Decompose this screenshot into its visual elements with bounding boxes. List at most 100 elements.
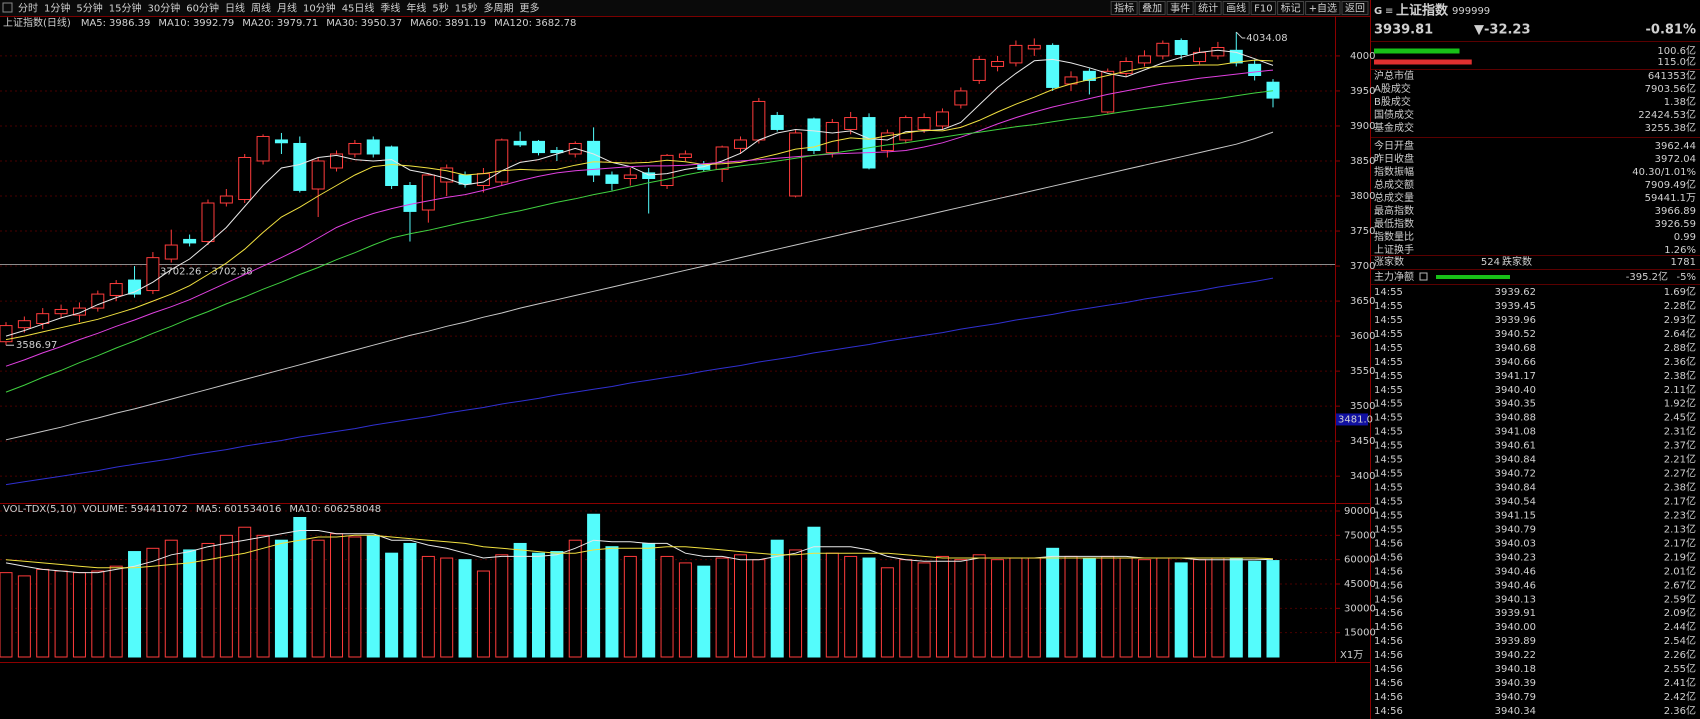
toolbar-button-box[interactable] bbox=[1194, 1, 1222, 15]
volume-bar bbox=[421, 555, 435, 658]
toolbar-button[interactable]: 标记 bbox=[1281, 3, 1301, 15]
tick-price: 3939.91 bbox=[1495, 608, 1536, 619]
tick-time: 14:56 bbox=[1374, 594, 1403, 605]
volume-ma-line bbox=[5, 534, 1274, 569]
toolbar-tab[interactable]: 10分钟 bbox=[303, 2, 336, 15]
candle-body bbox=[715, 146, 729, 170]
y-tick-label: 3450 bbox=[1350, 436, 1375, 447]
volume-bar bbox=[1137, 559, 1151, 658]
candle-body bbox=[36, 313, 50, 324]
volume-bar bbox=[844, 555, 858, 658]
tick-volume: 2.41亿 bbox=[1664, 676, 1696, 689]
volume-bar bbox=[587, 513, 601, 658]
tick-price: 3941.15 bbox=[1495, 510, 1536, 521]
menu-icon[interactable] bbox=[2, 2, 13, 13]
flow-bar-label: 115.0亿 bbox=[1657, 55, 1696, 68]
flow-icon[interactable] bbox=[1419, 272, 1428, 281]
toolbar-button[interactable]: 画线 bbox=[1226, 2, 1246, 15]
legend-value: 3950.37 bbox=[361, 18, 402, 29]
toolbar-tab[interactable]: 周线 bbox=[251, 2, 271, 15]
toolbar-tab[interactable]: 分时 bbox=[18, 3, 38, 15]
tick-time: 14:56 bbox=[1374, 664, 1403, 675]
candle-body bbox=[880, 132, 894, 151]
ma-line bbox=[5, 59, 1274, 341]
toolbar-button[interactable]: 统计 bbox=[1198, 2, 1218, 15]
tick-volume: 2.17亿 bbox=[1664, 536, 1696, 549]
toolbar-button-box[interactable] bbox=[1250, 1, 1277, 15]
toolbar-button[interactable]: F10 bbox=[1254, 4, 1272, 15]
tick-time: 14:56 bbox=[1374, 692, 1403, 703]
toolbar-button-box[interactable] bbox=[1110, 1, 1138, 15]
toolbar-button-box[interactable] bbox=[1277, 1, 1305, 15]
volume-bar bbox=[513, 542, 527, 658]
candle-body bbox=[972, 58, 986, 81]
toolbar-button-box[interactable] bbox=[1341, 1, 1369, 15]
volume-bar bbox=[1027, 557, 1041, 658]
toolbar-button[interactable]: 指标 bbox=[1114, 2, 1134, 15]
toolbar-button[interactable]: 叠加 bbox=[1142, 3, 1162, 15]
toolbar-tab[interactable]: 1分钟 bbox=[44, 2, 70, 15]
toolbar-tab[interactable]: 60分钟 bbox=[186, 2, 219, 15]
toolbar-button-box[interactable] bbox=[1138, 1, 1166, 15]
volume-bar bbox=[403, 542, 417, 658]
toolbar-tab[interactable]: 15秒 bbox=[455, 2, 478, 15]
stat-label: A股成交 bbox=[1374, 82, 1411, 95]
legend-value: 3979.71 bbox=[277, 18, 318, 29]
stat-label: B股成交 bbox=[1374, 95, 1411, 108]
tick-volume: 2.01亿 bbox=[1664, 564, 1696, 577]
toolbar-tab[interactable]: 5分钟 bbox=[76, 2, 102, 15]
candle-body bbox=[1046, 44, 1060, 88]
volume-bar bbox=[770, 539, 784, 658]
tick-price: 3940.22 bbox=[1495, 650, 1536, 661]
volume-bar bbox=[274, 539, 288, 658]
y-tick-label: 45000 bbox=[1344, 579, 1376, 590]
y-tick-label: 3700 bbox=[1350, 261, 1375, 272]
volume-bar bbox=[183, 549, 197, 658]
stat-label: 今日开盘 bbox=[1374, 139, 1414, 152]
volume-bar bbox=[1248, 560, 1262, 658]
legend-name: VOLUME: bbox=[82, 504, 127, 515]
volume-bar bbox=[733, 554, 747, 658]
toolbar-tab[interactable]: 日线 bbox=[225, 2, 245, 15]
toolbar-tab[interactable]: 多周期 bbox=[484, 2, 514, 15]
toolbar-tab[interactable]: 季线 bbox=[380, 2, 400, 15]
tick-volume: 2.37亿 bbox=[1664, 439, 1696, 452]
toolbar-tab[interactable]: 15分钟 bbox=[109, 2, 142, 15]
volume-bar bbox=[330, 533, 344, 658]
toolbar-tab[interactable]: 月线 bbox=[277, 2, 297, 15]
y-tick-label: 3500 bbox=[1350, 401, 1375, 412]
tick-time: 14:55 bbox=[1374, 483, 1403, 494]
candle-body bbox=[109, 283, 123, 296]
y-tick-label: 3400 bbox=[1350, 471, 1375, 482]
toolbar-tab[interactable]: 30分钟 bbox=[147, 2, 180, 15]
toolbar-bg bbox=[0, 0, 1370, 16]
candle-body bbox=[421, 174, 435, 211]
volume-bar bbox=[91, 570, 105, 658]
menu-icon[interactable]: ≡ bbox=[1385, 6, 1393, 17]
toolbar-button-box[interactable] bbox=[1305, 1, 1341, 15]
tick-time: 14:56 bbox=[1374, 650, 1403, 661]
volume-bar bbox=[219, 534, 233, 658]
tick-volume: 2.17亿 bbox=[1664, 495, 1696, 508]
toolbar-tab[interactable]: 更多 bbox=[520, 2, 540, 15]
toolbar-tab[interactable]: 年线 bbox=[406, 2, 426, 15]
toolbar-button[interactable]: +自选 bbox=[1309, 2, 1337, 15]
candle-body bbox=[1027, 44, 1041, 50]
y-tick-label: 30000 bbox=[1344, 603, 1376, 614]
candle-body bbox=[1101, 70, 1115, 113]
toolbar-button[interactable]: 事件 bbox=[1170, 2, 1190, 15]
volume-bar bbox=[1064, 555, 1078, 658]
tick-volume: 2.28亿 bbox=[1664, 299, 1696, 312]
toolbar-tab[interactable]: 5秒 bbox=[432, 2, 448, 15]
candle-body bbox=[1009, 44, 1023, 64]
flow-net-bar bbox=[1436, 275, 1510, 279]
toolbar-button-box[interactable] bbox=[1166, 1, 1194, 15]
stat-value: 7909.49亿 bbox=[1645, 178, 1696, 191]
toolbar-tab[interactable]: 45日线 bbox=[342, 2, 375, 15]
breadth-label: 跌家数 bbox=[1502, 255, 1532, 268]
toolbar-button[interactable]: 返回 bbox=[1345, 3, 1365, 15]
flow-bar-label: 100.6亿 bbox=[1657, 44, 1696, 57]
tick-time: 14:55 bbox=[1374, 524, 1403, 535]
volume-bar bbox=[1082, 557, 1096, 658]
toolbar-button-box[interactable] bbox=[1222, 1, 1250, 15]
